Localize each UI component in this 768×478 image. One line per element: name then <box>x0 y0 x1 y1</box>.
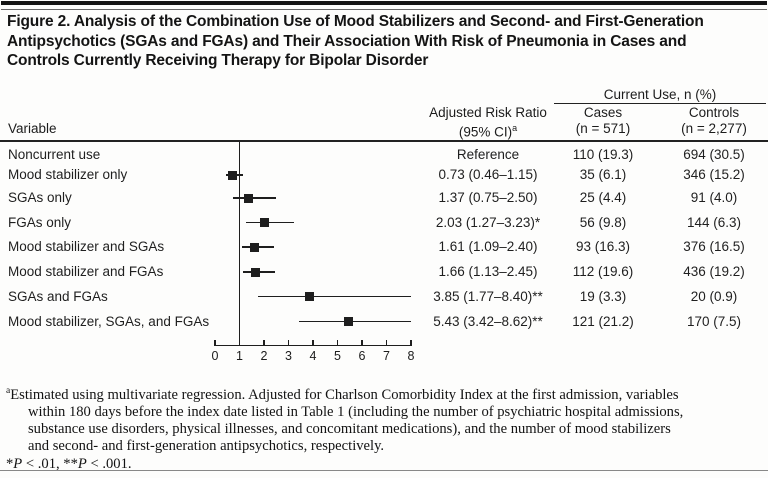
ci-line <box>258 295 411 298</box>
arr-header-line2: (95% CI)a <box>458 122 518 140</box>
axis-tick <box>312 339 314 345</box>
row-label: Mood stabilizer only <box>8 167 128 182</box>
figure-title-line: Antipsychotics (SGAs and FGAs) and Their… <box>7 32 687 50</box>
axis-tick <box>385 339 388 345</box>
top-thick-rule <box>1 1 767 5</box>
axis-tick-label: 4 <box>309 349 317 363</box>
spanner-underline <box>554 103 766 105</box>
row-arr: 0.73 (0.46–1.15) <box>438 167 538 182</box>
figure-title-line: Figure 2. Analysis of the Combination Us… <box>7 13 704 30</box>
footnote-line: and second- and first-generation antipsy… <box>28 438 385 455</box>
row-controls: 694 (30.5) <box>683 147 745 162</box>
axis-tick <box>336 339 339 345</box>
cases-header-label: Cases <box>583 105 623 120</box>
row-cases: 112 (19.6) <box>572 264 634 279</box>
row-arr: 3.85 (1.77–8.40)** <box>433 288 543 304</box>
pvalue-text: * <box>6 455 14 472</box>
row-arr: 5.43 (3.42–8.62)** <box>433 313 543 329</box>
controls-header-n: (n = 2,277) <box>681 120 747 136</box>
row-label: Mood stabilizer, SGAs, and FGAs <box>8 313 210 329</box>
axis-tick-label: 7 <box>383 349 390 363</box>
arr-header-line1: Adjusted Risk Ratio <box>429 105 547 120</box>
axis-tick-label: 5 <box>334 349 341 363</box>
row-arr: 2.03 (1.27–3.23)* <box>435 214 541 230</box>
row-cases: 35 (6.1) <box>579 167 627 182</box>
axis-tick-label: 8 <box>407 349 415 363</box>
estimate-marker <box>228 170 238 180</box>
row-controls: 376 (16.5) <box>683 239 745 254</box>
row-cases: 110 (19.3) <box>572 147 634 162</box>
estimate-marker <box>251 267 261 277</box>
row-cases: 19 (3.3) <box>579 288 627 304</box>
row-arr: Reference <box>456 147 520 162</box>
col-header-adjusted-risk-ratio: Adjusted Risk Ratio (95% CI)a <box>406 105 570 140</box>
pvalue-P: P <box>77 455 87 472</box>
pvalue-text: < .001. <box>86 455 132 472</box>
estimate-marker <box>304 292 314 301</box>
top-thin-rule <box>1 9 767 10</box>
row-arr: 1.37 (0.75–2.50) <box>438 190 538 205</box>
footnote: aEstimated using multivariate regression… <box>6 383 764 473</box>
footnote-marker-a: a <box>512 122 518 133</box>
ci-line <box>246 221 295 224</box>
row-cases: 25 (4.4) <box>579 190 627 205</box>
row-controls: 436 (19.2) <box>683 264 745 279</box>
axis-tick <box>238 339 241 345</box>
estimate-marker <box>249 242 259 252</box>
row-controls: 170 (7.5) <box>686 313 742 329</box>
ci-line <box>298 320 411 323</box>
estimate-marker <box>244 193 254 203</box>
estimate-marker <box>260 218 270 227</box>
pvalue-note: *P < .01, **P < .001. <box>6 456 764 473</box>
col-header-controls: Controls (n = 2,277) <box>653 105 768 136</box>
row-arr: 1.61 (1.09–2.40) <box>438 239 538 254</box>
spanner-current-use: Current Use, n (%) <box>603 87 717 102</box>
reference-line <box>238 141 241 345</box>
footnote-sup-a: a <box>6 386 11 396</box>
row-label: Mood stabilizer and FGAs <box>8 264 164 279</box>
row-label: SGAs only <box>8 190 72 205</box>
header-rule <box>0 140 768 142</box>
row-label: Mood stabilizer and SGAs <box>8 239 165 254</box>
row-cases: 93 (16.3) <box>575 239 631 254</box>
footnote-line: aEstimated using multivariate regression… <box>6 386 679 403</box>
row-arr: 1.66 (1.13–2.45) <box>438 264 538 279</box>
axis-tick <box>214 339 216 345</box>
col-header-variable: Variable <box>8 121 57 136</box>
cases-header-n: (n = 571) <box>575 120 631 136</box>
axis-tick <box>410 339 412 345</box>
axis-tick <box>287 339 290 345</box>
bottom-rule <box>0 470 768 471</box>
row-cases: 121 (21.2) <box>572 313 634 329</box>
controls-header-label: Controls <box>688 105 740 120</box>
row-controls: 91 (4.0) <box>690 190 738 205</box>
pvalue-P: P <box>13 455 23 472</box>
estimate-marker <box>343 317 353 326</box>
x-axis-line <box>214 345 412 347</box>
axis-tick-label: 6 <box>358 349 366 363</box>
axis-tick-label: 2 <box>260 349 268 363</box>
footnote-line: within 180 days before the index date li… <box>28 404 684 421</box>
row-cases: 56 (9.8) <box>579 214 627 230</box>
pvalue-text: < .01, ** <box>22 455 78 472</box>
row-controls: 346 (15.2) <box>683 167 745 182</box>
axis-tick-label: 1 <box>236 349 243 363</box>
row-label: SGAs and FGAs <box>8 288 108 304</box>
axis-tick <box>361 339 363 345</box>
ci-line <box>233 197 277 199</box>
row-label: FGAs only <box>8 214 72 230</box>
row-controls: 144 (6.3) <box>686 214 742 230</box>
footnote-line: substance use disorders, physical illnes… <box>28 421 671 438</box>
figure-title-line: Controls Currently Receiving Therapy for… <box>7 52 429 69</box>
axis-tick-label: 0 <box>211 349 219 363</box>
col-header-cases: Cases (n = 571) <box>542 105 664 136</box>
axis-tick-label: 3 <box>285 349 292 363</box>
axis-tick <box>263 339 265 345</box>
row-label: Noncurrent use <box>8 147 101 162</box>
row-controls: 20 (0.9) <box>690 288 738 304</box>
